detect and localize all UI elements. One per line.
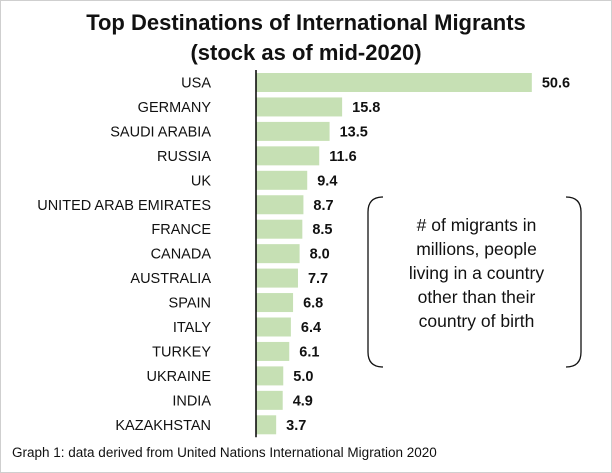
chart-caption: Graph 1: data derived from United Nation… (12, 445, 437, 460)
value-label: 6.4 (301, 320, 321, 336)
bar-australia (256, 268, 298, 288)
category-label: SPAIN (169, 296, 211, 312)
annotation-line: country of birth (418, 311, 535, 331)
value-label: 4.9 (293, 393, 313, 409)
bar-canada (256, 244, 300, 264)
bar-uk (256, 170, 308, 190)
category-label: SAUDI ARABIA (110, 124, 211, 140)
category-label: AUSTRALIA (130, 271, 211, 287)
value-label: 3.7 (286, 418, 306, 434)
category-label: TURKEY (152, 344, 211, 360)
value-label: 13.5 (340, 124, 368, 140)
value-label: 8.5 (312, 222, 332, 238)
chart-subtitle: (stock as of mid-2020) (190, 40, 422, 65)
category-label: FRANCE (151, 222, 211, 238)
category-label: USA (181, 76, 211, 92)
value-label: 50.6 (542, 76, 570, 92)
value-label: 8.7 (313, 198, 333, 214)
annotation-bracket-left (367, 196, 384, 368)
category-label: ITALY (173, 320, 211, 336)
bar-spain (256, 293, 294, 313)
bar-united-arab-emirates (256, 195, 304, 215)
category-label: RUSSIA (157, 149, 211, 165)
category-label: UK (191, 173, 211, 189)
bar-ukraine (256, 366, 284, 386)
category-label: UNITED ARAB EMIRATES (37, 198, 211, 214)
bar-kazakhstan (256, 415, 277, 435)
labels-group: USA 50.6 GERMANY 15.8 SAUDI ARABIA 13.5 RUSSIA… (37, 76, 570, 434)
bar-usa (256, 73, 532, 92)
value-label: 7.7 (308, 271, 328, 287)
chart-title-block: Top Destinations of International Migran… (0, 8, 612, 68)
category-label: KAZAKHSTAN (115, 418, 211, 434)
annotation-bracket-right (565, 196, 582, 368)
annotation-text: # of migrants in millions, people living… (380, 213, 573, 333)
bar-india (256, 390, 283, 410)
value-label: 6.1 (299, 344, 319, 360)
bar-saudi-arabia (256, 121, 330, 141)
value-label: 15.8 (352, 100, 380, 116)
chart-title: Top Destinations of International Migran… (86, 10, 526, 35)
bar-germany (256, 97, 343, 117)
bar-italy (256, 317, 291, 337)
annotation-line: living in a country (408, 263, 545, 283)
category-label: UKRAINE (147, 369, 212, 385)
annotation-line: other than their (417, 287, 536, 307)
annotation-line: # of migrants in (416, 215, 537, 235)
bar-france (256, 219, 303, 239)
value-label: 6.8 (303, 296, 323, 312)
value-label: 5.0 (293, 369, 313, 385)
category-label: GERMANY (138, 100, 212, 116)
category-label: CANADA (151, 247, 212, 263)
value-label: 9.4 (317, 173, 337, 189)
bar-turkey (256, 341, 290, 361)
category-label: INDIA (172, 393, 211, 409)
value-label: 8.0 (310, 247, 330, 263)
value-label: 11.6 (329, 149, 356, 165)
bar-russia (256, 146, 320, 166)
annotation-line: millions, people (416, 239, 537, 259)
bars-group (256, 73, 532, 435)
